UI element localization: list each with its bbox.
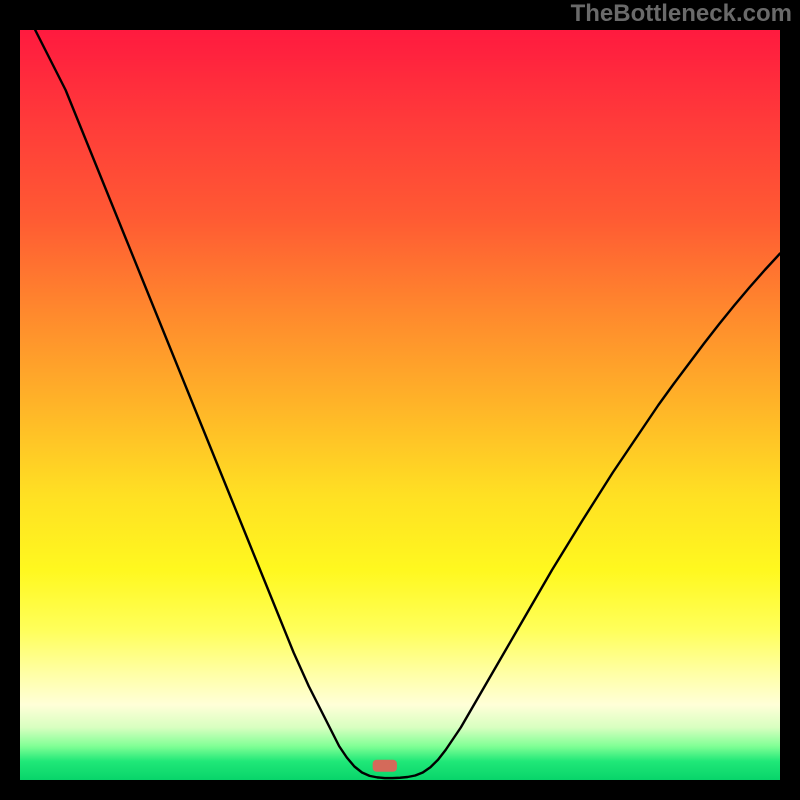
bottleneck-chart [0, 0, 800, 800]
watermark-text: TheBottleneck.com [571, 0, 792, 28]
chart-background [20, 30, 780, 780]
chart-container: TheBottleneck.com [0, 0, 800, 800]
optimal-point-marker [373, 760, 397, 772]
